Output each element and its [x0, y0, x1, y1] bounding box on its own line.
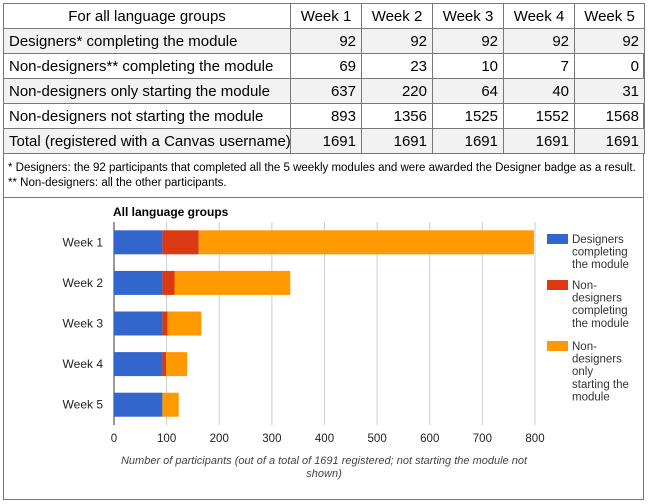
bar-segment-non-designers-completing: [162, 270, 175, 295]
x-tick-label: 600: [420, 433, 439, 445]
table-cell: 92: [574, 28, 645, 54]
legend-swatch: [547, 341, 568, 351]
bar-segment-non-designers-completing: [162, 230, 199, 255]
table-cell: 92: [290, 28, 362, 54]
table-cell: 92: [361, 28, 433, 54]
table-cell: 64: [432, 78, 504, 104]
row-label: Total (registered with a Canvas username…: [3, 128, 291, 154]
table-cell: 220: [361, 78, 433, 104]
table-cell: 1691: [503, 128, 575, 154]
bar-segment-designers: [114, 352, 163, 377]
stats-table: For all language groups Week 1 Week 2 We…: [3, 3, 645, 154]
legend-label: the module: [572, 318, 629, 330]
stacked-bar-chart: All language groups 0 100 200 300 400 500 600 70…: [63, 205, 629, 480]
table-cell: 7: [503, 53, 575, 79]
x-tick-label: 0: [111, 433, 117, 445]
legend-swatch: [547, 280, 568, 290]
legend-label: completing: [572, 247, 628, 259]
table-cell: 1691: [361, 128, 433, 154]
bar-segment-non-designers-starting: [162, 392, 179, 417]
x-tick-label: 800: [525, 433, 544, 445]
table-header-row: For all language groups Week 1 Week 2 We…: [3, 3, 645, 29]
row-label: Designers* completing the module: [3, 28, 291, 54]
header-cell: For all language groups: [3, 3, 291, 29]
y-tick-label: Week 5: [63, 398, 104, 412]
bar-segment-non-designers-starting: [167, 311, 202, 336]
bar-segment-non-designers-starting: [198, 230, 534, 255]
header-cell: Week 3: [432, 3, 504, 29]
y-tick-label: Week 2: [63, 276, 104, 290]
table-cell: 23: [361, 53, 433, 79]
header-cell: Week 1: [290, 3, 362, 29]
header-cell: Week 5: [574, 3, 645, 29]
legend-label: Designers: [572, 234, 624, 246]
x-axis-label: Number of participants (out of a total o…: [121, 455, 528, 467]
table-cell: 1691: [574, 128, 645, 154]
table-cell: 1691: [432, 128, 504, 154]
footnote-non-designers: ** Non-designers: all the other particip…: [8, 177, 227, 189]
table-cell: 1552: [503, 103, 575, 129]
x-axis-label: shown): [306, 468, 342, 480]
table-cell: 92: [503, 28, 575, 54]
x-tick-label: 700: [473, 433, 492, 445]
table-cell: 1568: [574, 103, 645, 129]
table-cell: 893: [290, 103, 362, 129]
footnotes: * Designers: the 92 participants that co…: [3, 158, 644, 198]
table-cell: 1356: [361, 103, 433, 129]
legend-label: only: [572, 366, 593, 378]
table-row: Non-designers not starting the module 89…: [3, 103, 645, 129]
x-tick-label: 500: [368, 433, 387, 445]
row-label: Non-designers** completing the module: [3, 53, 291, 79]
x-tick-label: 300: [262, 433, 281, 445]
table-cell: 40: [503, 78, 575, 104]
row-label: Non-designers not starting the module: [3, 103, 291, 129]
table-row: Total (registered with a Canvas username…: [3, 128, 645, 154]
legend-label: module: [572, 391, 610, 403]
table-row: Non-designers only starting the module 6…: [3, 78, 645, 104]
table-cell: 1525: [432, 103, 504, 129]
x-tick-label: 100: [157, 433, 176, 445]
table-cell: 10: [432, 53, 504, 79]
row-label: Non-designers only starting the module: [3, 78, 291, 104]
footnote-designers: * Designers: the 92 participants that co…: [8, 162, 636, 174]
table-row: Non-designers** completing the module 69…: [3, 53, 645, 79]
table-cell: 637: [290, 78, 362, 104]
table-cell: 1691: [290, 128, 362, 154]
table-cell: 92: [432, 28, 504, 54]
legend-label: starting the: [572, 379, 629, 391]
bar-segment-non-designers-completing: [162, 352, 167, 377]
bar-segment-designers: [114, 311, 163, 336]
bar-segment-designers: [114, 392, 163, 417]
bar-segment-non-designers-completing: [162, 311, 168, 336]
x-tick-label: 400: [315, 433, 334, 445]
legend-label: Non-: [572, 280, 597, 292]
legend-label: Non-: [572, 341, 597, 353]
x-tick-label: 200: [210, 433, 229, 445]
chart-title: All language groups: [113, 205, 229, 219]
legend-label: designers: [572, 354, 622, 366]
legend-label: completing: [572, 305, 628, 317]
chart-container: All language groups 0 100 200 300 400 500 600 70…: [4, 198, 643, 499]
y-tick-label: Week 1: [63, 235, 104, 249]
table-cell: 31: [574, 78, 645, 104]
table-row: Designers* completing the module 92 92 9…: [3, 28, 645, 54]
bar-segment-designers: [114, 270, 163, 295]
legend-label: the module: [572, 259, 629, 271]
bar-segment-non-designers-starting: [166, 352, 188, 377]
legend-label: designers: [572, 293, 622, 305]
header-cell: Week 4: [503, 3, 575, 29]
table-cell: 69: [290, 53, 362, 79]
bar-segment-non-designers-starting: [174, 270, 291, 295]
y-tick-label: Week 3: [63, 317, 104, 331]
table-cell: 0: [574, 53, 645, 79]
y-tick-label: Week 4: [63, 357, 104, 371]
legend-swatch: [547, 234, 568, 244]
bar-segment-designers: [114, 230, 163, 255]
header-cell: Week 2: [361, 3, 433, 29]
